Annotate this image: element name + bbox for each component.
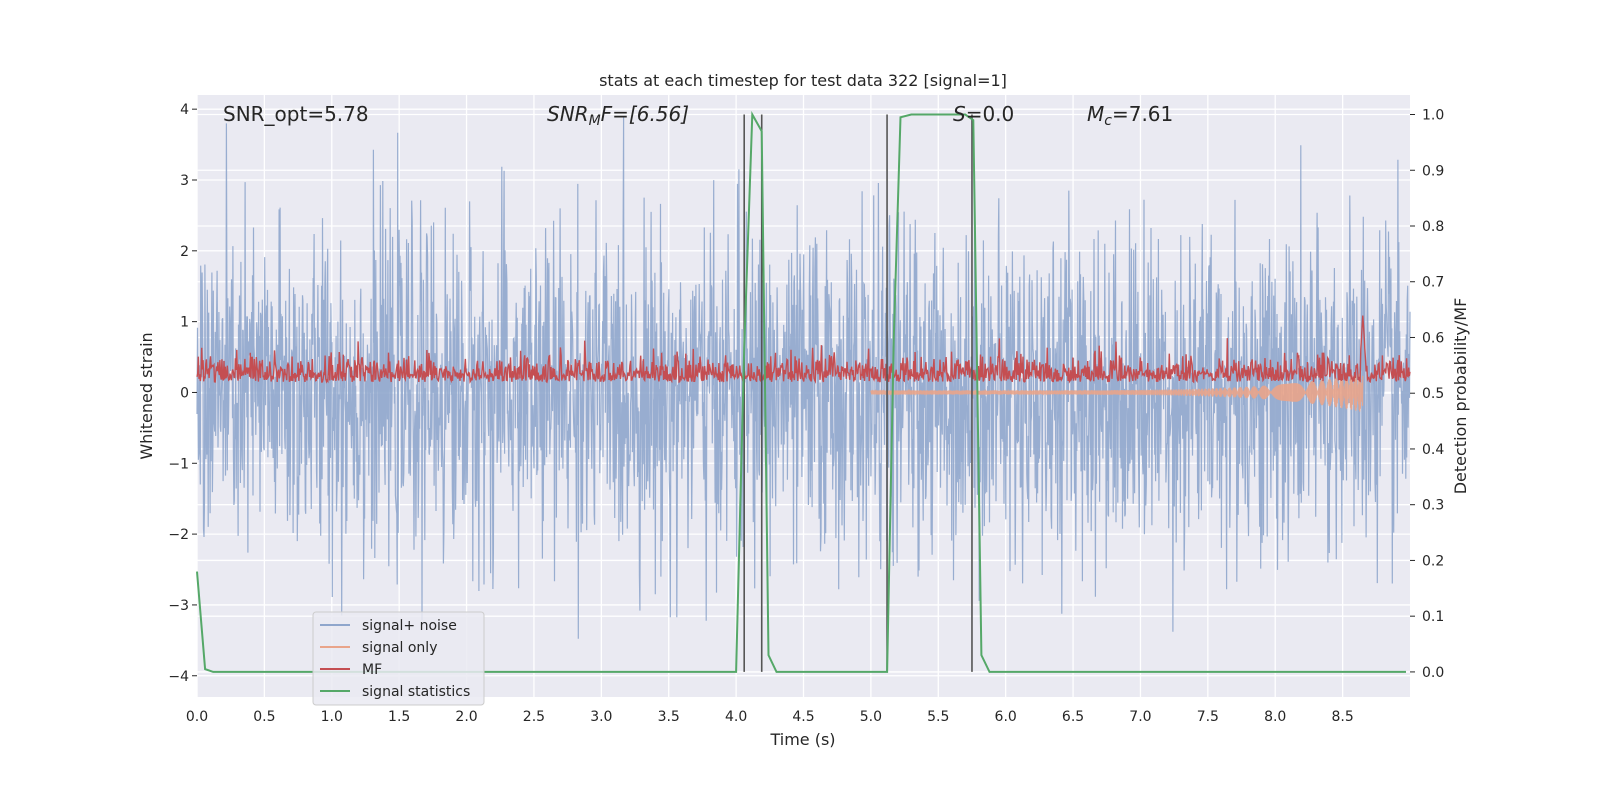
- y-tick-label-right: 0.1: [1422, 609, 1444, 625]
- x-tick-label: 7.0: [1129, 709, 1151, 725]
- x-tick-label: 6.5: [1062, 709, 1084, 725]
- x-tick-label: 7.5: [1197, 709, 1219, 725]
- y-ticks-left: 4 3 2 1 0 −1 −2 −3 −4: [168, 102, 197, 685]
- x-tick-label: 8.0: [1264, 709, 1286, 725]
- signal-only-line: [870, 373, 1364, 412]
- legend-label-mf: MF: [362, 662, 382, 678]
- y-tick-label-right: 1.0: [1422, 108, 1444, 124]
- legend-box: [312, 611, 485, 706]
- s-value: =0.0: [966, 102, 1015, 126]
- y-tick-label-right: 0.2: [1422, 553, 1444, 569]
- snr-mf-italic-f: F=[6.56]: [601, 102, 689, 126]
- y-tick-label-left: −3: [168, 598, 189, 614]
- snr-mf-symbol: SNR: [547, 102, 589, 126]
- x-tick-label: 1.5: [388, 709, 410, 725]
- signal-noise-line: [196, 116, 1411, 639]
- mc-value: =7.61: [1112, 102, 1173, 126]
- x-axis-label: Time (s): [769, 730, 835, 749]
- y-ticks-right: 1.0 0.9 0.8 0.7 0.6 0.5 0.4 0.3 0.2 0.1 0.0: [1410, 108, 1444, 681]
- signal-noise-series: [196, 116, 1411, 639]
- y-axis-label-left: Whitened strain: [137, 332, 156, 459]
- y-tick-label-left: 4: [180, 102, 189, 118]
- y-tick-label-right: 0.8: [1422, 219, 1444, 235]
- y-tick-label-left: 2: [180, 244, 189, 260]
- y-tick-label-right: 0.7: [1422, 275, 1444, 291]
- x-tick-label: 3.5: [658, 709, 680, 725]
- x-tick-label: 2.5: [523, 709, 545, 725]
- annotation-snr-opt: SNR_opt=5.78: [223, 102, 369, 126]
- y-tick-label-right: 0.6: [1422, 330, 1444, 346]
- snr-mf-subscript: M: [589, 113, 601, 129]
- x-tick-label: 5.5: [927, 709, 949, 725]
- y-tick-label-left: 3: [180, 173, 189, 189]
- x-tick-label: 8.5: [1331, 709, 1353, 725]
- mc-subscript: c: [1104, 113, 1112, 129]
- legend-label-signal-only: signal only: [362, 640, 437, 656]
- y-tick-label-right: 0.5: [1422, 386, 1444, 402]
- x-tick-label: 5.0: [860, 709, 882, 725]
- annotation-s: S=0.0: [953, 102, 1014, 126]
- y-tick-label-right: 0.0: [1422, 665, 1444, 681]
- chart-title: stats at each timestep for test data 322…: [599, 71, 1007, 90]
- y-tick-label-left: −1: [168, 456, 189, 472]
- y-tick-label-right: 0.3: [1422, 498, 1444, 514]
- y-tick-label-left: 1: [180, 315, 189, 331]
- x-tick-label: 0.5: [253, 709, 275, 725]
- legend: signal+ noise signal only MF signal stat…: [312, 611, 485, 706]
- y-tick-label-left: 0: [180, 385, 189, 401]
- signal-only-series: [870, 373, 1364, 412]
- x-tick-label: 1.0: [321, 709, 343, 725]
- x-tick-label: 4.0: [725, 709, 747, 725]
- x-tick-label: 2.0: [455, 709, 477, 725]
- y-tick-label-right: 0.4: [1422, 442, 1444, 458]
- x-tick-label: 0.0: [186, 709, 208, 725]
- annotation-snr-mf: SNRMF=[6.56]: [547, 102, 689, 129]
- x-tick-label: 4.5: [792, 709, 814, 725]
- y-tick-label-right: 0.9: [1422, 163, 1444, 179]
- signal-statistics-line: [196, 110, 1406, 673]
- mf-line: [196, 315, 1411, 385]
- s-symbol: S: [953, 102, 966, 126]
- y-tick-label-left: −4: [168, 669, 189, 685]
- x-tick-label: 6.0: [995, 709, 1017, 725]
- x-ticks: 0.0 0.5 1.0 1.5 2.0 2.5 3.0 3.5 4.0 4.5 5.0 5.5 6.0 6…: [186, 709, 1354, 725]
- y-tick-label-left: −2: [168, 527, 189, 543]
- x-tick-label: 3.0: [590, 709, 612, 725]
- legend-label-signal-noise: signal+ noise: [362, 618, 457, 634]
- y-axis-label-right: Detection probability/MF: [1451, 298, 1470, 495]
- legend-label-signal-statistics: signal statistics: [362, 684, 470, 700]
- mf-series: [196, 315, 1411, 385]
- mc-symbol: M: [1087, 102, 1104, 126]
- annotation-mc: Mc=7.61: [1087, 102, 1173, 129]
- signal-statistics-series: [196, 110, 1406, 673]
